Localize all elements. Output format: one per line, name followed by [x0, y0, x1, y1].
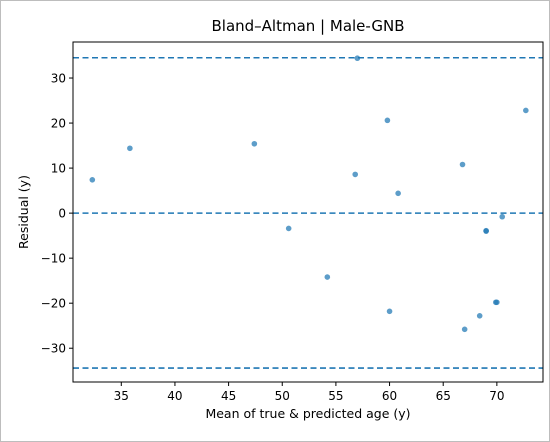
y-tick-label-6: 30: [51, 72, 66, 86]
y-tick-label-5: 20: [51, 117, 66, 131]
x-tick-label-5: 60: [382, 389, 397, 403]
x-axis-label: Mean of true & predicted age (y): [205, 406, 410, 421]
y-axis-label: Residual (y): [16, 175, 31, 249]
data-points: [89, 55, 529, 333]
y-axis-ticks: −30 −20 −10 0 10 20 30: [41, 72, 73, 356]
data-point-16: [494, 299, 500, 306]
x-axis-ticks: 35 40 45 50 55 60 65 70: [114, 382, 504, 403]
data-point-5: [352, 171, 359, 178]
data-point-3: [285, 225, 292, 232]
data-point-1: [127, 145, 133, 152]
y-tick-label-3: 0: [58, 207, 66, 221]
x-tick-label-6: 65: [436, 389, 451, 403]
chart-title: Bland–Altman | Male-GNB: [211, 17, 404, 35]
x-tick-label-1: 40: [167, 389, 182, 403]
x-tick-label-3: 50: [275, 389, 290, 403]
data-point-10: [459, 161, 466, 168]
x-tick-label-0: 35: [114, 389, 129, 403]
plot-area-frame: [72, 41, 544, 383]
y-tick-label-4: 10: [51, 162, 66, 176]
data-point-2: [251, 140, 258, 147]
data-point-12: [476, 313, 483, 319]
data-point-11: [461, 326, 468, 333]
x-tick-label-2: 45: [221, 389, 236, 403]
data-point-7: [384, 117, 391, 124]
data-point-17: [499, 213, 506, 220]
data-point-8: [386, 308, 393, 315]
y-tick-label-1: −20: [41, 297, 66, 311]
data-point-14: [483, 228, 489, 234]
x-tick-label-7: 70: [489, 389, 504, 403]
data-point-6: [354, 55, 361, 62]
y-tick-label-0: −30: [41, 342, 66, 356]
x-tick-label-4: 55: [328, 389, 343, 403]
y-tick-label-2: −10: [41, 252, 66, 266]
reference-lines: [73, 56, 543, 369]
data-point-0: [89, 177, 96, 183]
data-point-9: [395, 190, 401, 197]
data-point-4: [324, 274, 331, 280]
data-point-18: [523, 107, 529, 114]
